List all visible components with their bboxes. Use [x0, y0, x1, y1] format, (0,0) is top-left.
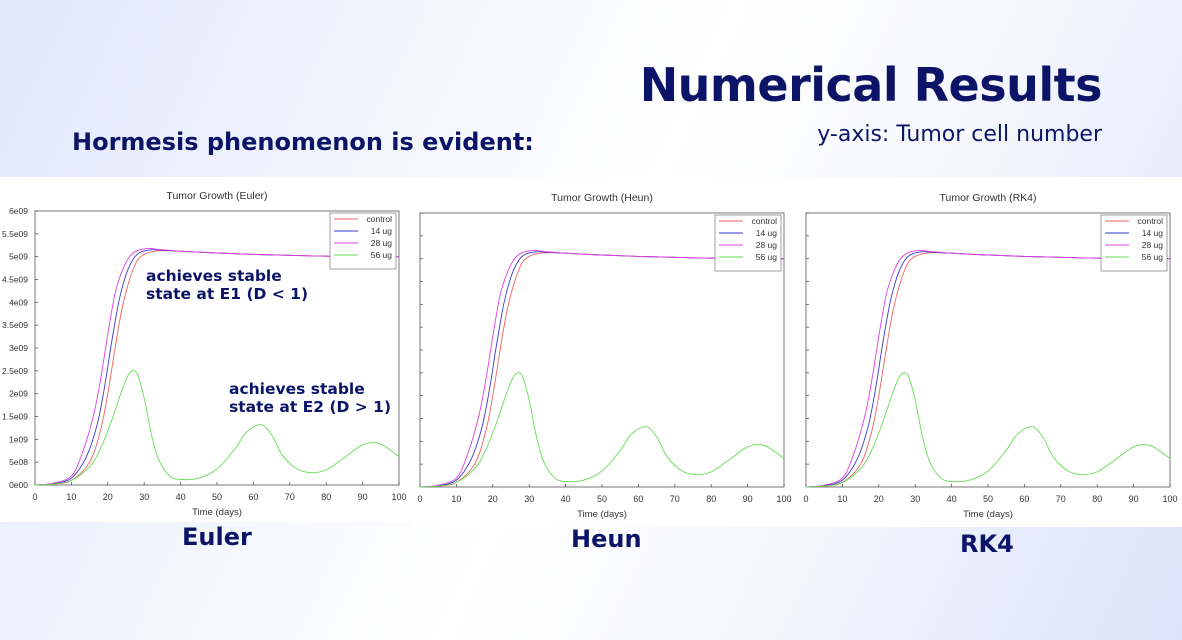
annotation-e1: achieves stable state at E1 (D < 1)	[146, 267, 308, 303]
x-tick-label: 40	[561, 494, 571, 504]
x-tick-label: 70	[285, 492, 295, 502]
annotation-e2-line1: achieves stable	[229, 380, 365, 398]
x-axis-label: Time (days)	[577, 509, 627, 520]
legend-label: 14 ug	[1142, 228, 1164, 238]
chart-panel-rk4: Tumor Growth (RK4) 0 10 20 30 40 50 60 70 80 90 100…	[796, 177, 1182, 527]
x-tick-label: 50	[212, 492, 222, 502]
x-tick-label: 0	[32, 492, 37, 502]
series-line-14-ug	[419, 251, 784, 488]
x-tick-label: 80	[706, 494, 716, 504]
slide-heading: Hormesis phenomenon is evident:	[72, 128, 534, 156]
legend-box	[329, 212, 397, 270]
x-tick-label: 100	[776, 494, 791, 504]
legend-label: 14 ug	[371, 226, 393, 236]
y-tick-label: 2e09	[9, 389, 28, 399]
series-line-28-ug	[34, 247, 400, 486]
chart-euler: Tumor Growth (Euler) 0 10 20 30 40 50 60 70 80 90 1…	[2, 190, 407, 518]
chart-heun: Tumor Growth (Heun) 0 10 20 30 40 50 60 70 80 90 10…	[417, 192, 791, 520]
y-tick-label: 5e09	[9, 252, 28, 262]
chart-title: Tumor Growth (RK4)	[939, 192, 1036, 204]
y-tick-label: 4.5e09	[2, 275, 28, 285]
chart-title: Tumor Growth (Euler)	[166, 190, 267, 202]
x-tick-label: 80	[321, 492, 331, 502]
series-line-14-ug	[805, 251, 1170, 488]
method-label-heun: Heun	[571, 525, 642, 553]
x-tick-label: 100	[391, 492, 406, 502]
series-line-56-ug	[805, 372, 1171, 488]
x-tick-label: 50	[983, 494, 993, 504]
y-tick-label: 1.5e09	[2, 412, 28, 422]
x-tick-label: 70	[670, 494, 680, 504]
slide-subtitle: y-axis: Tumor cell number	[817, 122, 1102, 147]
y-tick-label: 3e09	[9, 343, 28, 353]
legend-label: control	[751, 216, 777, 226]
chart-rk4: Tumor Growth (RK4) 0 10 20 30 40 50 60 70 80 90 100…	[803, 192, 1177, 520]
x-tick-label: 100	[1162, 494, 1177, 504]
x-tick-label: 10	[837, 494, 847, 504]
x-tick-label: 90	[1129, 494, 1139, 504]
y-tick-label: 2.5e09	[2, 366, 28, 376]
x-tick-label: 60	[1019, 494, 1029, 504]
chart-title: Tumor Growth (Heun)	[551, 192, 653, 204]
chart-panel-heun: Tumor Growth (Heun) 0 10 20 30 40 50 60 70 80 90 10…	[410, 177, 796, 527]
x-tick-label: 0	[803, 494, 808, 504]
y-tick-label: 1e09	[9, 434, 28, 444]
x-tick-label: 70	[1056, 494, 1066, 504]
legend-label: control	[366, 214, 392, 224]
x-tick-label: 40	[176, 492, 186, 502]
series-line-56-ug	[34, 370, 400, 486]
legend-label: 14 ug	[756, 228, 778, 238]
series-line-56-ug	[419, 372, 785, 488]
y-tick-label: 3.5e09	[2, 320, 28, 330]
x-tick-label: 0	[417, 494, 422, 504]
x-tick-label: 90	[358, 492, 368, 502]
legend-label: control	[1137, 216, 1163, 226]
legend-label: 28 ug	[756, 240, 778, 250]
y-tick-label: 6e09	[9, 206, 28, 216]
chart-panel-euler: Tumor Growth (Euler) 0 10 20 30 40 50 60 70 80 90 1…	[0, 177, 410, 522]
x-tick-label: 30	[139, 492, 149, 502]
y-tick-label: 5.5e09	[2, 229, 28, 239]
legend-box	[714, 214, 782, 272]
y-tick-label: 5e08	[9, 457, 28, 467]
x-tick-label: 90	[743, 494, 753, 504]
x-tick-label: 60	[633, 494, 643, 504]
legend-label: 28 ug	[371, 238, 393, 248]
y-tick-label: 0e00	[9, 480, 28, 490]
series-line-28-ug	[805, 249, 1170, 488]
annotation-e2: achieves stable state at E2 (D > 1)	[229, 380, 391, 416]
x-tick-label: 10	[451, 494, 461, 504]
method-label-rk4: RK4	[960, 530, 1014, 558]
annotation-e1-line2: state at E1 (D < 1)	[146, 285, 309, 303]
y-tick-label: 4e09	[9, 297, 28, 307]
annotation-e1-line1: achieves stable	[146, 267, 282, 285]
legend-label: 56 ug	[1142, 252, 1164, 262]
x-tick-label: 30	[524, 494, 534, 504]
x-tick-label: 30	[910, 494, 920, 504]
x-axis-label: Time (days)	[963, 509, 1013, 520]
slide-title: Numerical Results	[639, 58, 1103, 112]
x-tick-label: 60	[248, 492, 258, 502]
series-line-28-ug	[419, 249, 784, 488]
x-tick-label: 20	[488, 494, 498, 504]
x-axis-label: Time (days)	[192, 507, 242, 518]
x-tick-label: 20	[103, 492, 113, 502]
legend-label: 28 ug	[1142, 240, 1164, 250]
method-label-euler: Euler	[182, 523, 252, 551]
x-tick-label: 80	[1092, 494, 1102, 504]
x-tick-label: 50	[597, 494, 607, 504]
x-tick-label: 20	[874, 494, 884, 504]
x-tick-label: 40	[947, 494, 957, 504]
legend-label: 56 ug	[756, 252, 778, 262]
legend-box	[1100, 214, 1168, 272]
legend-label: 56 ug	[371, 250, 393, 260]
annotation-e2-line2: state at E2 (D > 1)	[229, 398, 392, 416]
x-tick-label: 10	[66, 492, 76, 502]
